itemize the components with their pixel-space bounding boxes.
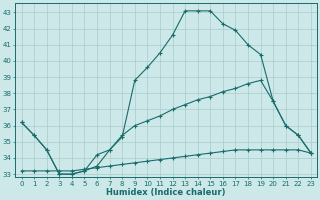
X-axis label: Humidex (Indice chaleur): Humidex (Indice chaleur)	[107, 188, 226, 197]
